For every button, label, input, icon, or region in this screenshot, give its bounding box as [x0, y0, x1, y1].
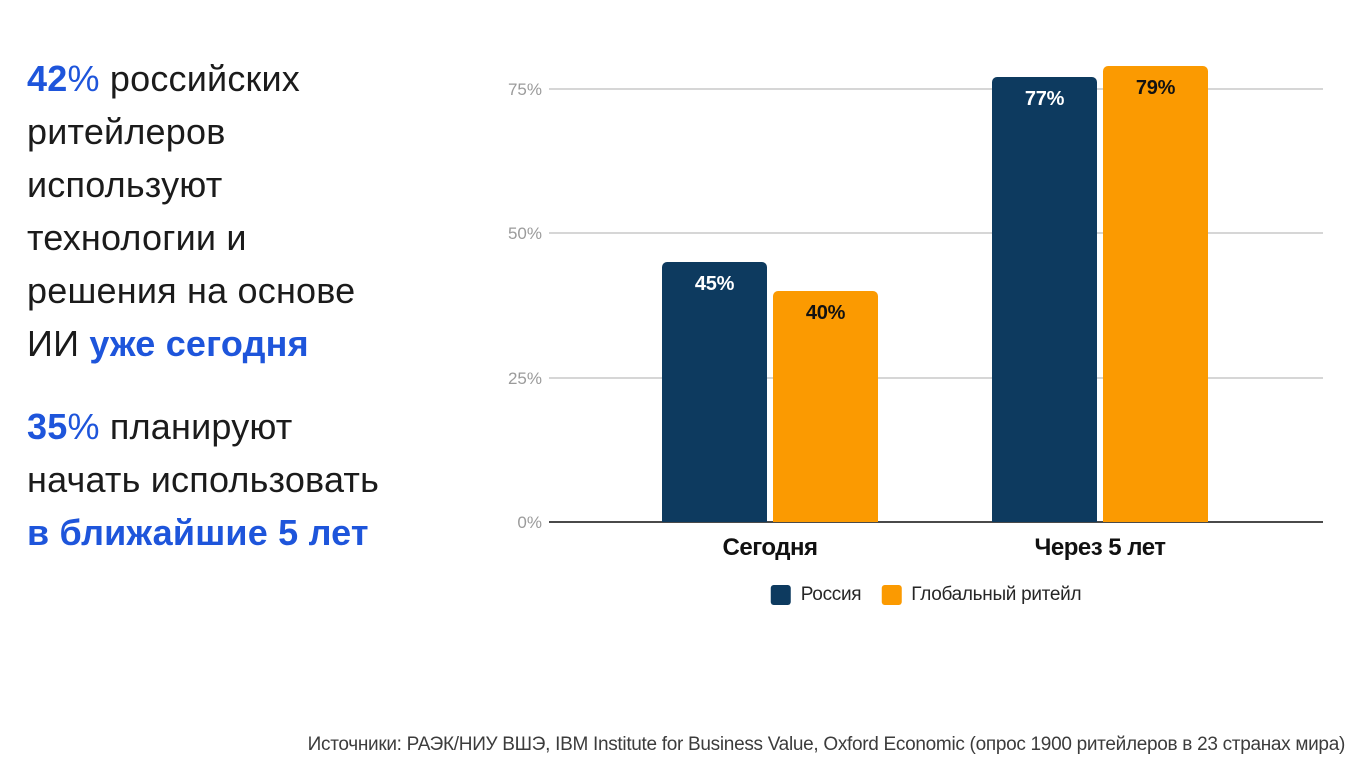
headline-text-segment: 42 [27, 58, 68, 99]
legend-swatch-global-retail [881, 585, 902, 605]
headline-text-segment: в ближайшие 5 лет [27, 512, 369, 553]
bar-value-label: 79% [1135, 77, 1176, 99]
headline-text-segment: технологии и [27, 217, 247, 258]
headline-text-segment: ИИ [27, 323, 90, 364]
bar-value-label: 45% [694, 273, 735, 295]
headline-text-segment: российских [99, 58, 300, 99]
x-axis-category-label: Через 5 лет [1034, 534, 1166, 561]
legend-label: Россия [800, 584, 862, 605]
headline-line: решения на основе [27, 264, 507, 317]
y-tick-label-25: 25% [507, 368, 542, 388]
bar-global-retail-in-5-years [1103, 66, 1208, 522]
source-note: Источники: РАЭК/НИУ ВШЭ, IBM Institute f… [307, 734, 1346, 755]
headline-line: ИИ уже сегодня [27, 317, 507, 370]
headline-line: в ближайшие 5 лет [27, 506, 507, 559]
x-axis-category-label: Сегодня [722, 534, 818, 561]
gridline-50 [549, 232, 1323, 235]
gridline-75 [549, 88, 1323, 90]
bar-russia-today [662, 262, 767, 522]
legend: Россия Глобальный ритейл [770, 584, 1082, 606]
headline-line: 42% российских [27, 52, 507, 105]
legend-item-global-retail: Глобальный ритейл [881, 584, 1082, 606]
bar-value-label: 40% [805, 302, 846, 324]
gridline-25 [549, 376, 1323, 379]
headline-text-segment: решения на основе [27, 270, 356, 311]
y-tick-label-50: 50% [507, 224, 542, 244]
headline-block: 42% российских ритейлеров используют технол… [27, 52, 507, 589]
bar-russia-in-5-years [992, 77, 1097, 522]
bar-value-label: 77% [1024, 88, 1065, 110]
headline-text-segment: используют [27, 164, 223, 205]
headline-line: начать использовать [27, 453, 507, 506]
headline-text-segment: начать использовать [27, 459, 380, 500]
x-axis-line [549, 521, 1323, 523]
headline-paragraph-1: 42% российских ритейлеров используют технол… [27, 52, 507, 370]
legend-item-russia: Россия [770, 584, 862, 606]
y-tick-label-0: 0% [517, 513, 542, 532]
headline-text-segment: планируют [99, 406, 293, 447]
y-tick-label-75: 75% [507, 80, 542, 99]
headline-paragraph-2: 35% планируют начать использовать в ближай… [27, 400, 507, 559]
headline-text-segment: % [67, 58, 100, 99]
headline-line: технологии и [27, 211, 507, 264]
bar-global-retail-today [773, 291, 878, 522]
headline-line: используют [27, 158, 507, 211]
headline-line: 35% планируют [27, 400, 507, 453]
legend-swatch-russia [770, 585, 791, 605]
headline-text-segment: ритейлеров [27, 111, 226, 152]
headline-text-segment: уже сегодня [89, 323, 309, 364]
legend-label: Глобальный ритейл [911, 584, 1082, 605]
headline-text-segment: % [67, 406, 100, 447]
headline-text-segment: 35 [27, 406, 68, 447]
headline-line: ритейлеров [27, 105, 507, 158]
